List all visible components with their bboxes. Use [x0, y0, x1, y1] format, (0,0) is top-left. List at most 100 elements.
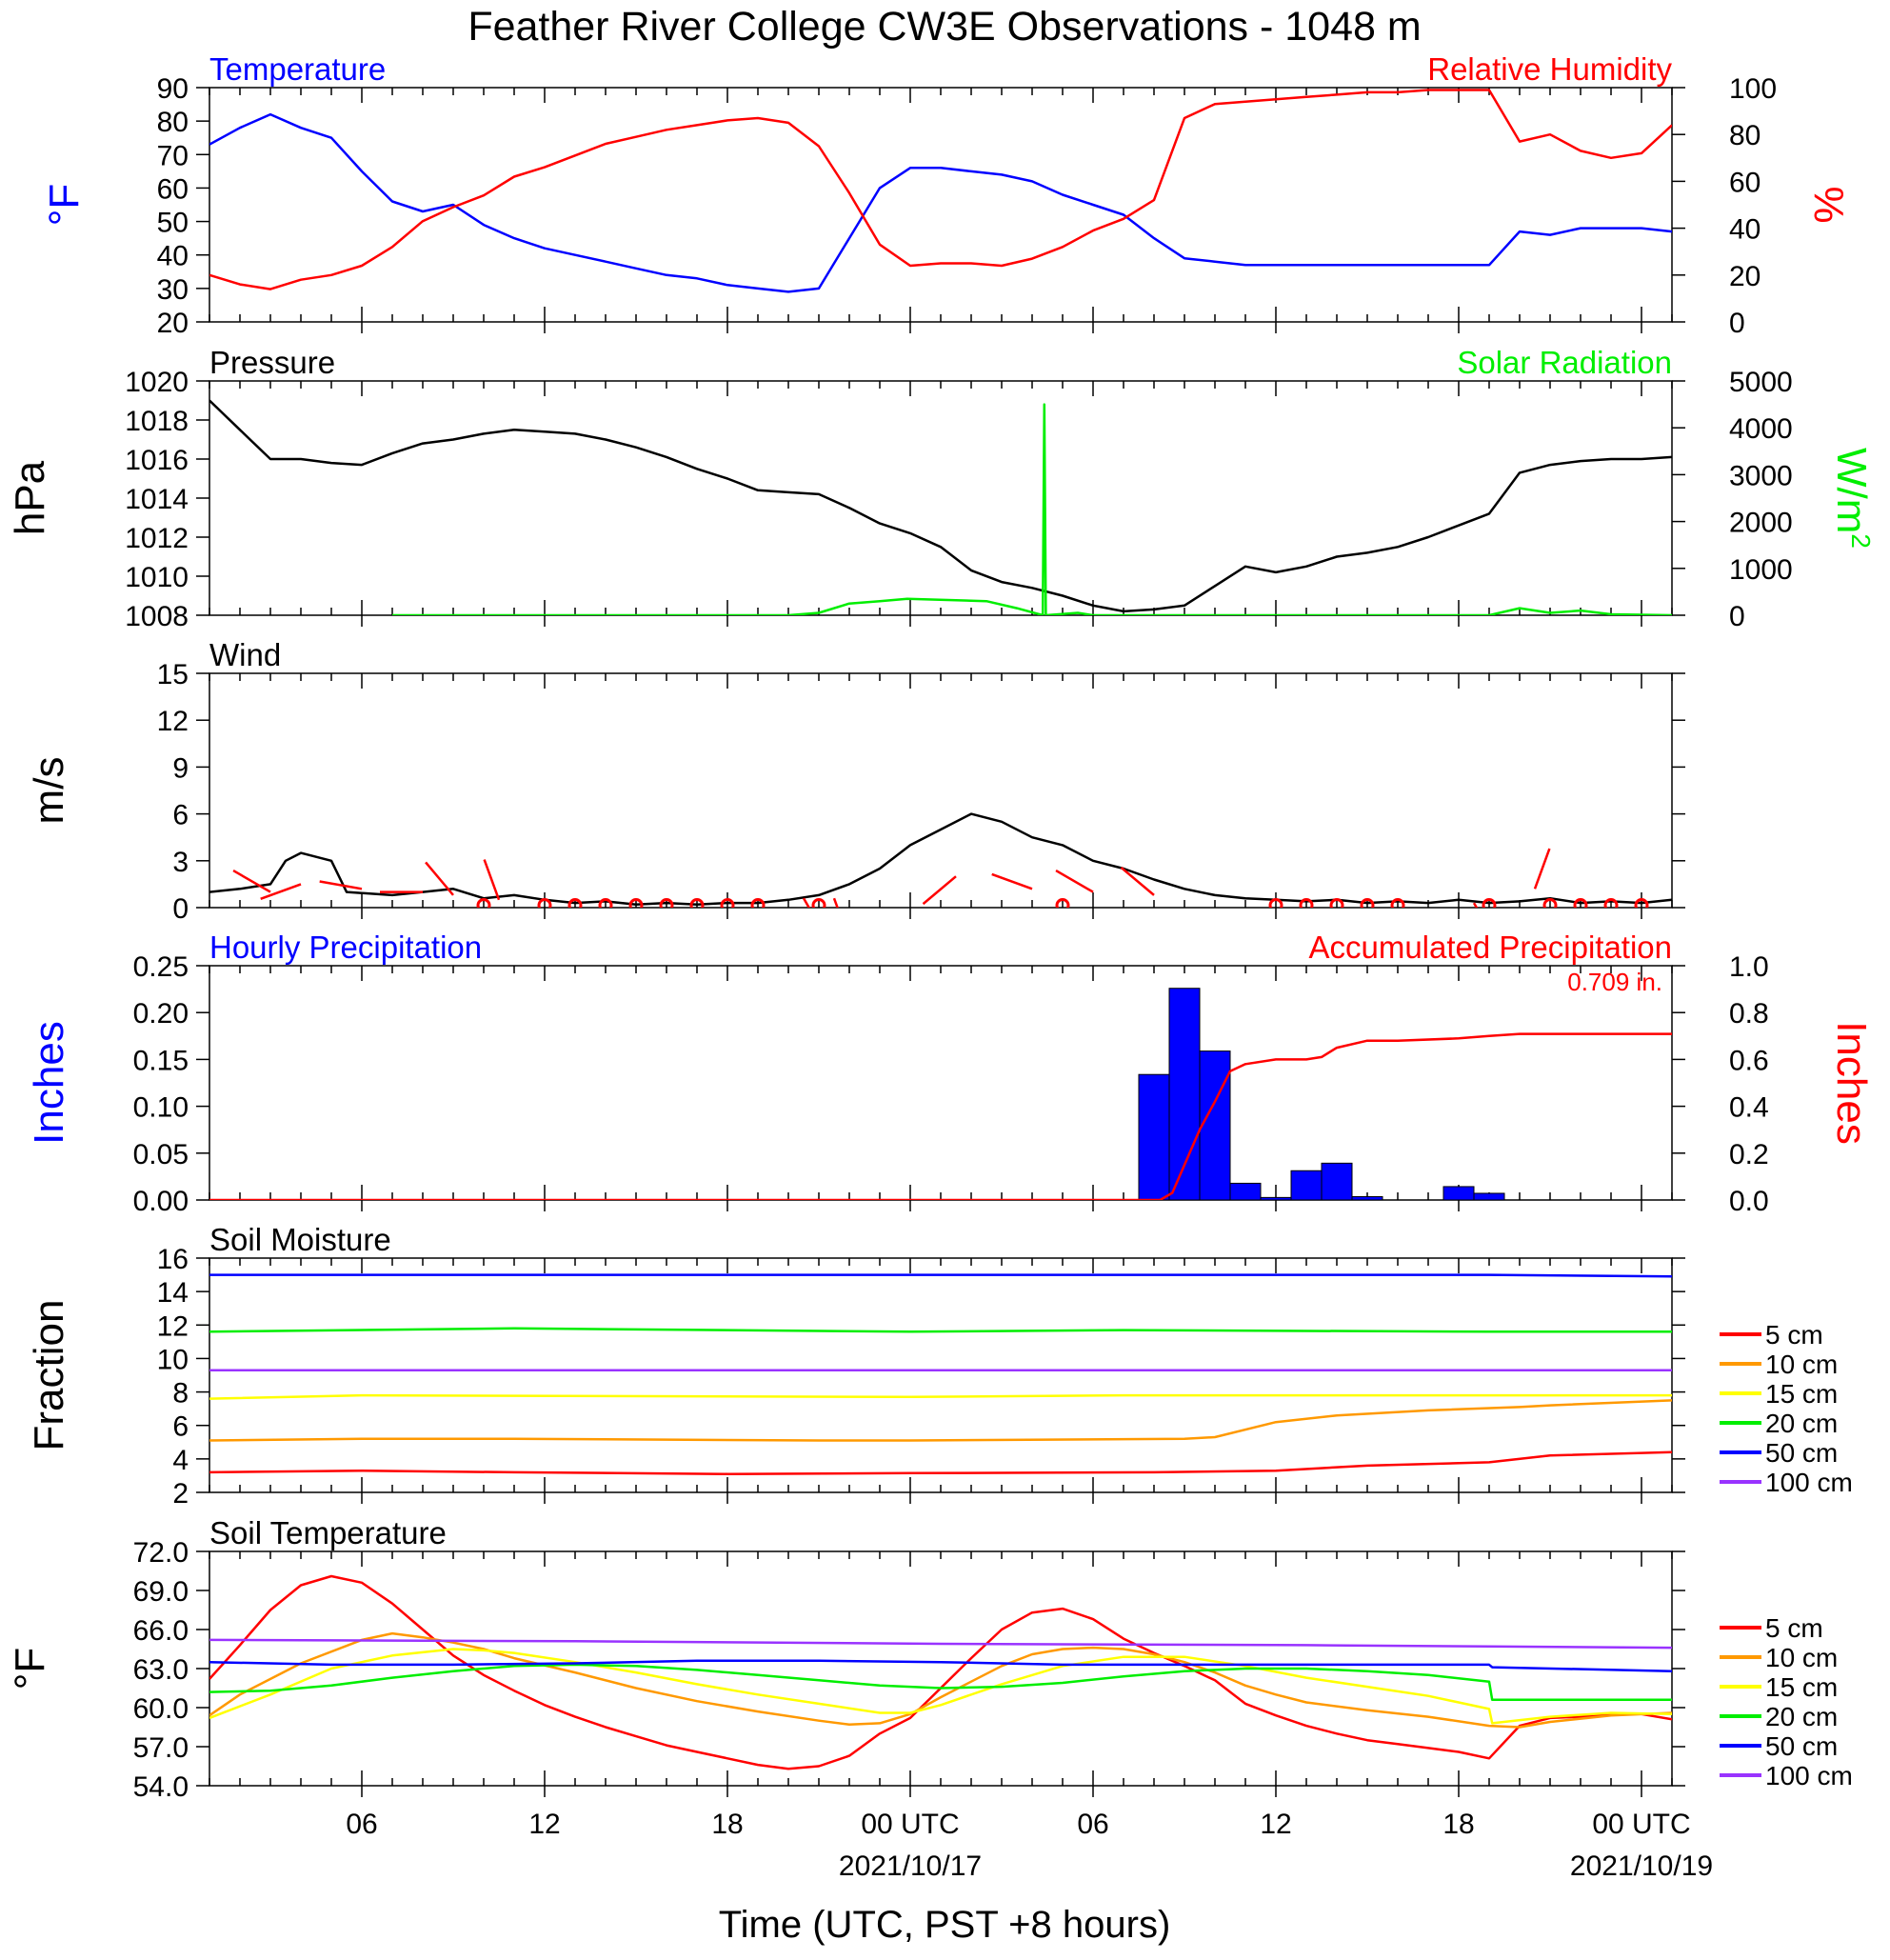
y-tick-label-right: 1.0 — [1729, 951, 1769, 983]
series-line-15-cm — [209, 1648, 1672, 1725]
series-line-15-cm — [209, 1393, 1672, 1400]
y-tick-label: 80 — [157, 107, 189, 138]
y-tick-label: 30 — [157, 274, 189, 306]
series-line-solar-radiation — [392, 403, 1672, 615]
y-tick-label: 1008 — [125, 601, 189, 632]
plot-content — [209, 399, 1672, 615]
panel-title-right: Relative Humidity — [1427, 51, 1672, 87]
y-axis-label-right: W/m2 — [1828, 448, 1877, 549]
legend-label: 50 cm — [1765, 1731, 1838, 1761]
wind-barb — [832, 897, 839, 908]
series-line-5-cm — [209, 1450, 1672, 1475]
calm-wind-marker — [1603, 898, 1619, 908]
precip-bar — [1229, 1182, 1262, 1200]
panel-title-left: Hourly Precipitation — [209, 930, 482, 965]
y-tick-label: 0.05 — [133, 1139, 189, 1170]
panel-title-left: Wind — [209, 637, 281, 672]
y-tick-label: 0.25 — [133, 951, 189, 983]
calm-wind-marker — [1055, 898, 1070, 908]
x-tick-label: 18 — [711, 1809, 743, 1840]
y-tick-label: 54.0 — [133, 1771, 189, 1803]
x-tick-label: 06 — [346, 1809, 377, 1840]
series-line-50-cm — [209, 1273, 1672, 1278]
y-tick-label: 1016 — [125, 445, 189, 476]
calm-wind-marker — [476, 898, 491, 908]
wind-barb — [319, 880, 363, 890]
calm-wind-marker — [1299, 898, 1314, 908]
wind-barb — [802, 897, 811, 908]
calm-wind-marker — [1573, 898, 1588, 908]
y-tick-label: 2 — [172, 1478, 189, 1510]
calm-wind-marker — [537, 898, 552, 908]
legend-label: 15 cm — [1765, 1672, 1838, 1702]
panel-wind: 0 3 6 9 12 15 Wind m/s — [26, 637, 1685, 925]
y-tick-label-right: 4000 — [1729, 413, 1793, 445]
x-tick-label: 18 — [1442, 1809, 1474, 1840]
y-axis-label: hPa — [7, 460, 53, 535]
y-tick-label-right: 80 — [1729, 120, 1761, 151]
y-tick-label: 3 — [172, 847, 189, 878]
y-tick-label: 1012 — [125, 523, 189, 554]
series-line-10-cm — [209, 1631, 1672, 1729]
y-tick-label-right: 0.8 — [1729, 998, 1769, 1030]
legend-label: 20 cm — [1765, 1409, 1838, 1438]
precip-bar — [1138, 1073, 1170, 1200]
calm-wind-marker — [1482, 898, 1497, 908]
legend-label: 15 cm — [1765, 1379, 1838, 1409]
panel-title-left: Temperature — [209, 51, 386, 87]
wind-barb — [1120, 866, 1155, 896]
y-tick-label-right: 2000 — [1729, 508, 1793, 539]
legend-label: 10 cm — [1765, 1643, 1838, 1672]
series-line-20-cm — [209, 1327, 1672, 1333]
y-tick-label: 12 — [157, 1310, 189, 1342]
y-tick-label: 1018 — [125, 406, 189, 437]
y-tick-label: 40 — [157, 241, 189, 272]
panel-hourly-precipitation: 0.00 0.05 0.10 0.15 0.20 0.25 0.0 0.2 0.4 0.6 0.8 1… — [26, 930, 1875, 1217]
series-line-pressure — [209, 399, 1672, 613]
calm-wind-marker — [1360, 898, 1375, 908]
y-axis-label: Inches — [26, 1021, 72, 1145]
legend-label: 5 cm — [1765, 1320, 1823, 1350]
precip-bar — [1351, 1195, 1383, 1200]
x-tick-date-label: 2021/10/19 — [1570, 1850, 1713, 1882]
y-tick-label-right: 40 — [1729, 214, 1761, 246]
plot-frame — [209, 380, 1673, 616]
precip-bar — [1321, 1162, 1353, 1200]
series-line-wind — [209, 812, 1672, 906]
panel-title-left: Pressure — [209, 345, 335, 380]
y-tick-label: 60 — [157, 173, 189, 205]
plot-frame — [209, 87, 1673, 323]
wind-barb — [1055, 870, 1094, 893]
series-line-relative-humidity — [209, 89, 1672, 290]
y-tick-label: 1014 — [125, 484, 189, 515]
series-line-temperature — [209, 112, 1672, 293]
precip-bar — [1260, 1196, 1292, 1200]
calm-wind-marker — [1634, 898, 1649, 908]
series-line-100-cm — [209, 1638, 1672, 1650]
wind-barb — [232, 870, 271, 893]
x-tick-label: 06 — [1077, 1809, 1108, 1840]
precip-bar — [1442, 1186, 1475, 1200]
y-tick-label: 16 — [157, 1244, 189, 1275]
y-tick-label-right: 100 — [1729, 73, 1777, 105]
y-tick-label: 0.20 — [133, 998, 189, 1030]
plot-content — [209, 1273, 1672, 1475]
panel-soil-temperature: 54.0 57.0 60.0 63.0 66.0 69.0 72.0 Soil Tempera… — [7, 1515, 1853, 1882]
x-tick-date-label: 2021/10/17 — [839, 1850, 982, 1882]
y-axis-label-right: Inches — [1828, 1021, 1875, 1145]
plot-frame — [209, 1257, 1673, 1493]
plot-content — [209, 1574, 1672, 1770]
y-tick-label: 0.00 — [133, 1186, 189, 1217]
plot-content — [209, 89, 1672, 293]
legend-label: 50 cm — [1765, 1438, 1838, 1468]
panel-pressure: 1008 1010 1012 1014 1016 1018 1020 0 1000 2000 300… — [7, 345, 1877, 632]
y-axis-label: m/s — [26, 757, 72, 825]
y-tick-label: 15 — [157, 659, 189, 690]
wind-barb — [1533, 848, 1551, 890]
calm-wind-marker — [811, 898, 826, 908]
x-axis-title: Time (UTC, PST +8 hours) — [719, 1904, 1171, 1946]
y-tick-label: 63.0 — [133, 1654, 189, 1686]
